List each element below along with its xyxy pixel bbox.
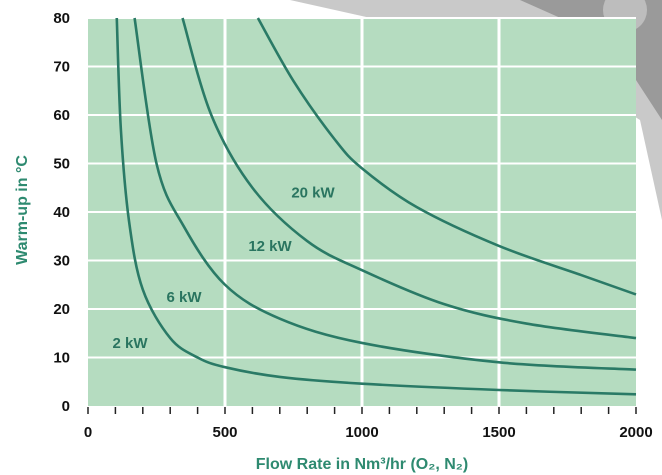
x-tick-label: 2000 — [619, 424, 652, 441]
x-tick-label: 1500 — [482, 424, 515, 441]
y-tick-label: 50 — [53, 156, 70, 173]
y-axis-title: Warm-up in °C — [14, 155, 31, 265]
y-tick-label: 30 — [53, 253, 70, 270]
y-tick-label: 60 — [53, 107, 70, 124]
tick-marks — [87, 407, 637, 414]
series-line — [133, 17, 637, 371]
x-tick-label: 0 — [84, 424, 92, 441]
series-label: 12 kW — [248, 238, 292, 255]
x-tick-label: 500 — [212, 424, 237, 441]
grid-lines — [88, 17, 636, 406]
y-tick-label: 70 — [53, 59, 70, 76]
series-label: 20 kW — [291, 185, 335, 202]
x-tick-label: 1000 — [345, 424, 378, 441]
y-tick-label: 0 — [62, 398, 70, 415]
series-label: 2 kW — [112, 335, 148, 352]
x-axis-title: Flow Rate in Nm³/hr (O₂, N₂) — [256, 456, 468, 473]
series-labels: 2 kW 6 kW 12 kW 20 kW — [112, 185, 335, 352]
y-tick-label: 10 — [53, 350, 70, 367]
y-tick-labels: 0 10 20 30 40 50 60 70 80 — [53, 10, 70, 415]
series-line — [181, 17, 637, 340]
y-tick-label: 40 — [53, 204, 70, 221]
y-tick-label: 80 — [53, 10, 70, 27]
series-line — [256, 17, 637, 296]
series-lines — [115, 17, 637, 396]
series-label: 6 kW — [166, 289, 202, 306]
y-tick-label: 20 — [53, 301, 70, 318]
x-tick-labels: 0 500 1000 1500 2000 — [84, 424, 653, 441]
series-line — [115, 17, 637, 396]
